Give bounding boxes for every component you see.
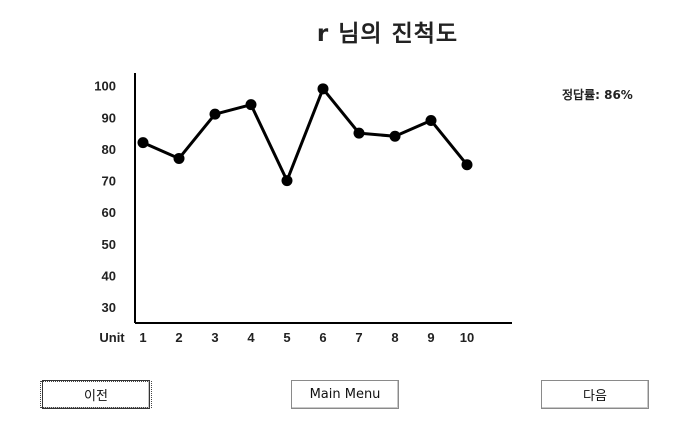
y-tick-label: 100 xyxy=(94,79,116,94)
x-tick-label: 5 xyxy=(283,330,290,345)
data-point xyxy=(209,108,221,120)
x-tick-label: 1 xyxy=(139,330,146,345)
x-tick-label: 9 xyxy=(427,330,434,345)
y-tick-label: 50 xyxy=(102,237,116,252)
y-tick-label: 40 xyxy=(102,269,116,284)
accuracy-label: 정답률: 86% xyxy=(562,88,633,102)
x-tick-label: 10 xyxy=(460,330,474,345)
data-point xyxy=(173,152,185,164)
series-line xyxy=(142,87,469,183)
x-tick-label: 3 xyxy=(211,330,218,345)
main-menu-button-label: Main Menu xyxy=(309,387,381,402)
page-title: r 님의 진척도 xyxy=(316,21,459,47)
progress-chart: 100 90 80 70 60 50 40 30 1 2 3 4 5 6 7 8 9 10 Unit xyxy=(94,73,512,345)
y-tick-label: 60 xyxy=(102,205,116,220)
next-button[interactable]: 다음 xyxy=(541,380,649,409)
data-point xyxy=(353,127,365,139)
x-axis-label: Unit xyxy=(99,330,125,345)
y-tick-label: 30 xyxy=(102,300,116,315)
main-menu-button[interactable]: Main Menu xyxy=(291,380,399,409)
x-tick-label: 6 xyxy=(319,330,326,345)
y-tick-label: 70 xyxy=(102,174,116,189)
data-point xyxy=(389,130,401,142)
next-button-label: 다음 xyxy=(583,389,607,404)
x-tick-label: 8 xyxy=(391,330,398,345)
x-tick-label: 4 xyxy=(247,330,255,345)
data-point xyxy=(245,99,257,111)
x-tick-label: 2 xyxy=(175,330,182,345)
x-tick-label: 7 xyxy=(355,330,362,345)
y-tick-label: 90 xyxy=(102,110,116,125)
data-point xyxy=(461,159,473,171)
previous-button-label: 이전 xyxy=(40,381,152,408)
data-point xyxy=(425,114,437,126)
data-point xyxy=(317,83,329,95)
previous-button[interactable]: 이전 xyxy=(40,380,152,409)
y-tick-label: 80 xyxy=(102,142,116,157)
data-point xyxy=(137,137,149,149)
data-point xyxy=(281,175,293,187)
